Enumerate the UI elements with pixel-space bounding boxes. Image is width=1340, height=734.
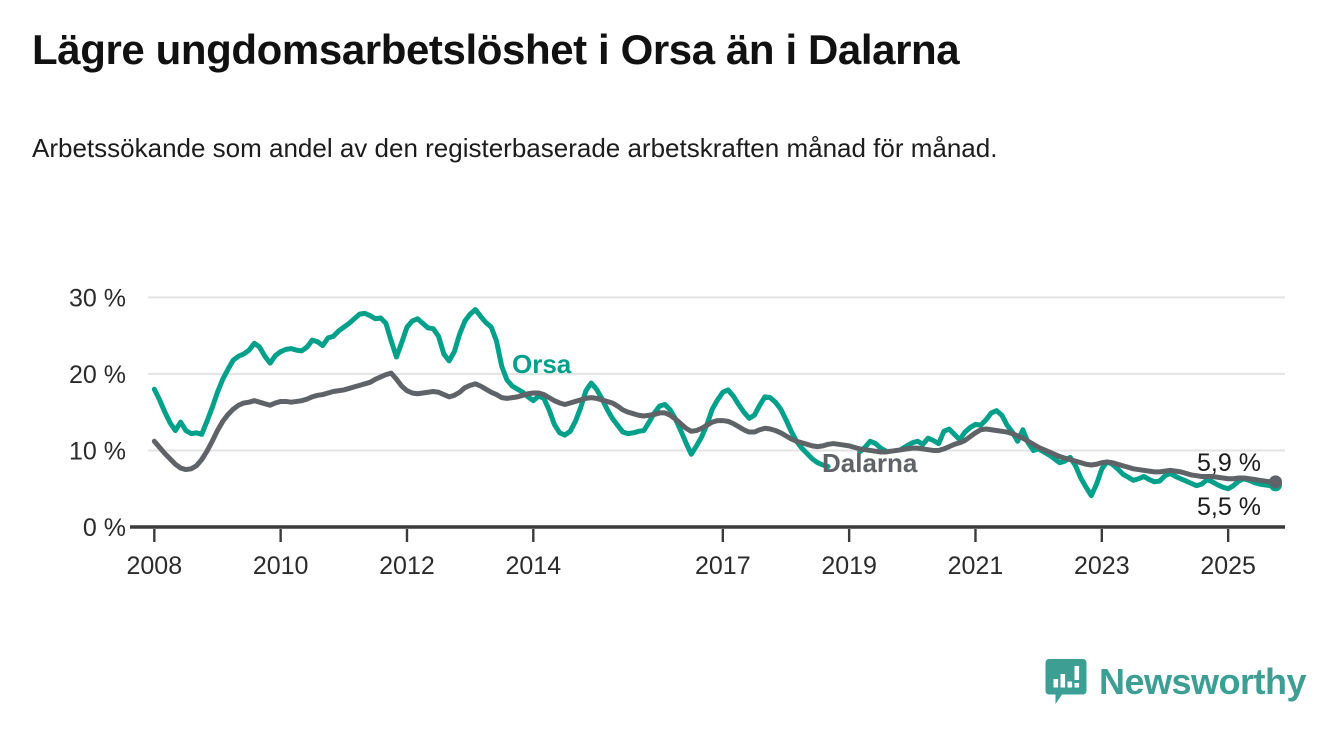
chart-container: 0 % 10 % 20 % 30 % 2008 2010 2012 2014 2017 2019… [0,250,1340,590]
gridlines [148,296,1285,452]
y-tick-label: 20 % [69,361,126,389]
end-value-dalarna: 5,9 % [1197,449,1261,477]
series-label-dalarna: Dalarna [822,448,918,478]
series-line-dalarna [151,370,1279,485]
x-tick-label: 2025 [1200,552,1256,580]
logo-exclaim-bar [1074,666,1080,680]
logo-exclaim-dot [1074,683,1080,688]
x-tick-label: 2019 [821,552,877,580]
series-endpoints [1269,475,1283,492]
logo-wordmark: Newsworthy [1098,661,1307,702]
x-axis-labels: 2008 2010 2012 2014 2017 2019 2021 2023 2025 [127,552,1256,580]
page-title: Lägre ungdomsarbetslöshet i Orsa än i Da… [32,26,960,73]
end-value-orsa: 5,5 % [1197,493,1261,521]
x-tick-label: 2017 [695,552,751,580]
series-label-orsa: Orsa [512,349,572,379]
series-line-orsa [151,307,1279,499]
y-tick-label: 0 % [83,514,126,542]
x-axis [130,525,1285,542]
logo-bar-2 [1060,674,1066,688]
bubble-shape [1045,659,1087,704]
y-tick-label: 10 % [69,437,126,465]
newsworthy-bubble-icon [1045,659,1087,704]
x-tick-label: 2014 [506,552,562,580]
x-tick-label: 2012 [379,552,435,580]
y-axis-labels: 0 % 10 % 20 % 30 % [69,284,126,542]
x-tick-label: 2008 [127,552,183,580]
y-tick-label: 30 % [69,284,126,312]
newsworthy-logo: Newsworthy [1045,658,1307,706]
page-subtitle: Arbetssökande som andel av den registerb… [32,133,998,163]
logo-bar-3 [1067,681,1073,688]
x-tick-label: 2023 [1074,552,1130,580]
x-tick-label: 2021 [948,552,1004,580]
x-tick-label: 2010 [253,552,309,580]
logo-bar-1 [1053,679,1059,688]
series-endpoint-dalarna [1269,475,1283,489]
series-lines [151,307,1279,499]
line-chart: 0 % 10 % 20 % 30 % 2008 2010 2012 2014 2017 2019… [69,284,1285,580]
